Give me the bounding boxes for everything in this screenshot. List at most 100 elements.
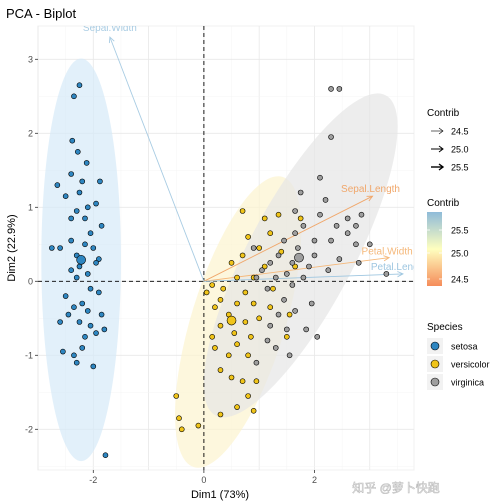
- point-virginica: [322, 197, 329, 203]
- point-virginica: [333, 223, 340, 229]
- point-versicolor: [239, 208, 246, 214]
- point-setosa: [82, 241, 88, 248]
- x-tick-label: -2: [89, 475, 97, 485]
- point-versicolor: [248, 333, 254, 340]
- point-setosa: [79, 300, 86, 307]
- variable-label: Petal.Width: [362, 247, 413, 258]
- point-versicolor: [217, 322, 224, 329]
- point-virginica: [314, 333, 321, 340]
- point-virginica: [267, 259, 274, 266]
- point-versicolor: [267, 230, 274, 236]
- legend-contrib-line-label: 25.0: [451, 145, 469, 155]
- point-setosa: [84, 308, 91, 314]
- point-setosa: [49, 245, 55, 251]
- point-setosa: [84, 204, 91, 211]
- point-virginica: [317, 211, 323, 218]
- point-setosa: [90, 245, 97, 251]
- point-virginica: [358, 211, 365, 218]
- point-setosa: [82, 215, 88, 222]
- variable-label: Sepal.Width: [83, 23, 137, 34]
- legend-contrib-line-label: 24.5: [451, 127, 469, 137]
- point-setosa: [96, 289, 102, 296]
- point-versicolor: [256, 245, 262, 251]
- y-tick-label: -1: [25, 350, 33, 360]
- point-versicolor: [228, 374, 235, 381]
- point-versicolor: [212, 345, 218, 351]
- point-virginica: [272, 274, 279, 281]
- point-virginica: [295, 245, 301, 251]
- arrow-Sepal.Length: [203, 195, 373, 282]
- data-points: [49, 82, 390, 459]
- axis-ticks: -2 0 2 -2 -1 0 1 2 3: [25, 54, 317, 485]
- point-versicolor: [242, 319, 249, 325]
- point-virginica: [281, 237, 287, 244]
- arrow-Sepal.Width: [109, 36, 205, 282]
- arrowhead-Sepal.Length: [366, 195, 374, 202]
- point-setosa: [93, 259, 99, 266]
- point-setosa: [68, 237, 74, 244]
- y-tick-label: 2: [28, 128, 33, 138]
- point-virginica: [292, 208, 298, 214]
- point-versicolor: [278, 248, 285, 255]
- point-setosa: [68, 171, 74, 177]
- point-versicolor: [212, 304, 218, 311]
- point-virginica: [286, 352, 293, 359]
- point-versicolor: [173, 393, 180, 399]
- point-setosa: [62, 293, 69, 299]
- watermark: 知乎 @萝卜快跑: [352, 481, 440, 495]
- point-versicolor: [250, 407, 257, 414]
- point-versicolor: [297, 215, 304, 222]
- point-setosa: [98, 223, 105, 229]
- point-setosa: [60, 348, 66, 355]
- point-virginica: [336, 86, 343, 92]
- point-versicolor: [239, 378, 246, 385]
- point-virginica: [344, 230, 351, 236]
- point-setosa: [97, 178, 103, 185]
- point-setosa: [76, 319, 83, 325]
- legend-species-marker: [430, 377, 440, 387]
- point-versicolor: [284, 333, 290, 340]
- point-setosa: [102, 452, 109, 459]
- point-versicolor: [245, 234, 251, 240]
- legend-species-label: versicolor: [451, 360, 490, 370]
- point-virginica: [259, 267, 265, 274]
- point-setosa: [68, 267, 74, 274]
- point-virginica: [289, 282, 296, 288]
- point-versicolor: [176, 415, 182, 422]
- legend-species-marker: [430, 359, 440, 369]
- point-setosa: [76, 263, 83, 270]
- point-virginica: [275, 311, 282, 318]
- legend-contrib-line-label: 25.5: [451, 163, 469, 173]
- point-versicolor: [245, 393, 251, 399]
- point-virginica: [311, 237, 318, 244]
- point-versicolor: [261, 263, 268, 270]
- point-virginica: [336, 256, 343, 262]
- legend-contrib-arrowhead: [438, 163, 445, 171]
- chart-title: PCA - Biplot: [6, 6, 76, 21]
- point-versicolor: [209, 333, 215, 340]
- x-axis-label: Dim1 (73%): [191, 489, 249, 501]
- point-setosa: [73, 274, 80, 281]
- point-setosa: [54, 182, 61, 188]
- y-tick-label: 0: [28, 276, 33, 286]
- legend-contrib-arrowhead: [438, 127, 444, 135]
- point-setosa: [93, 200, 99, 207]
- point-setosa: [82, 333, 88, 340]
- point-setosa: [69, 137, 76, 144]
- point-virginica: [272, 345, 279, 351]
- point-setosa: [75, 149, 81, 155]
- point-setosa: [90, 363, 97, 370]
- point-virginica: [300, 223, 307, 229]
- point-setosa: [76, 82, 83, 88]
- legend-colorbar-label: 25.5: [451, 226, 469, 236]
- y-tick-label: 1: [28, 202, 33, 212]
- point-versicolor: [225, 352, 232, 359]
- point-virginica: [300, 274, 307, 281]
- point-versicolor: [231, 330, 238, 336]
- point-virginica: [311, 252, 318, 259]
- point-virginica: [383, 271, 390, 277]
- point-setosa: [96, 256, 102, 262]
- mean-point-versicolor: [226, 315, 237, 326]
- legend-contrib-colorbar: [427, 212, 442, 286]
